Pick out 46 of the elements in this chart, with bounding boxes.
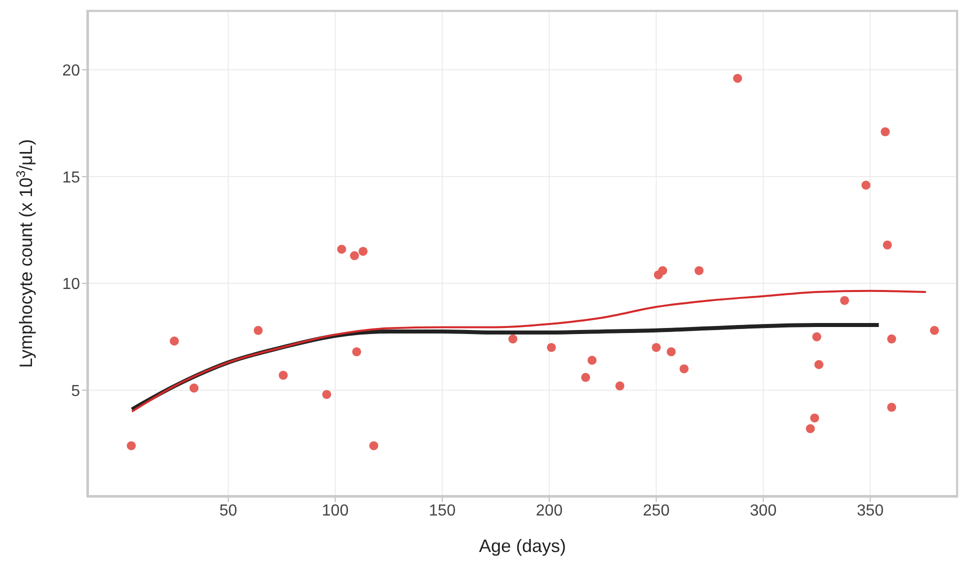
x-tick-label: 150 xyxy=(428,502,456,520)
point xyxy=(814,360,824,370)
point xyxy=(126,441,136,450)
point xyxy=(615,381,624,390)
point xyxy=(170,336,179,346)
point xyxy=(694,266,704,276)
y-tick-label: 5 xyxy=(71,382,80,400)
point xyxy=(810,413,820,422)
point xyxy=(369,441,378,450)
point xyxy=(733,74,742,83)
y-tick-label: 20 xyxy=(62,62,80,80)
point xyxy=(350,251,360,260)
point xyxy=(666,347,676,356)
point xyxy=(581,372,590,382)
point xyxy=(278,370,288,380)
x-tick-label: 50 xyxy=(219,502,238,520)
x-tick-label: 300 xyxy=(750,502,777,520)
point xyxy=(680,364,689,374)
point xyxy=(840,296,850,305)
point xyxy=(880,127,890,136)
x-tick-label: 250 xyxy=(642,502,670,520)
point xyxy=(337,244,346,254)
x-axis-title: Age (days) xyxy=(478,536,566,556)
point xyxy=(930,326,939,335)
point xyxy=(352,347,362,356)
point xyxy=(254,326,263,335)
point xyxy=(588,356,597,365)
point xyxy=(658,266,668,276)
x-tick-label: 200 xyxy=(536,502,563,520)
x-tick-label: 350 xyxy=(856,502,884,520)
y-tick-label: 10 xyxy=(62,276,80,294)
point xyxy=(546,342,556,352)
point xyxy=(508,334,518,344)
point xyxy=(358,246,368,256)
point xyxy=(861,180,870,190)
point xyxy=(812,332,822,342)
line-series xyxy=(130,290,927,413)
point xyxy=(322,390,332,399)
point xyxy=(652,342,661,352)
point xyxy=(887,402,896,412)
point xyxy=(806,424,815,434)
x-tick-label: 100 xyxy=(322,502,349,520)
point xyxy=(882,240,892,250)
point xyxy=(189,384,199,393)
y-tick-label: 15 xyxy=(62,169,80,186)
point xyxy=(887,334,896,344)
